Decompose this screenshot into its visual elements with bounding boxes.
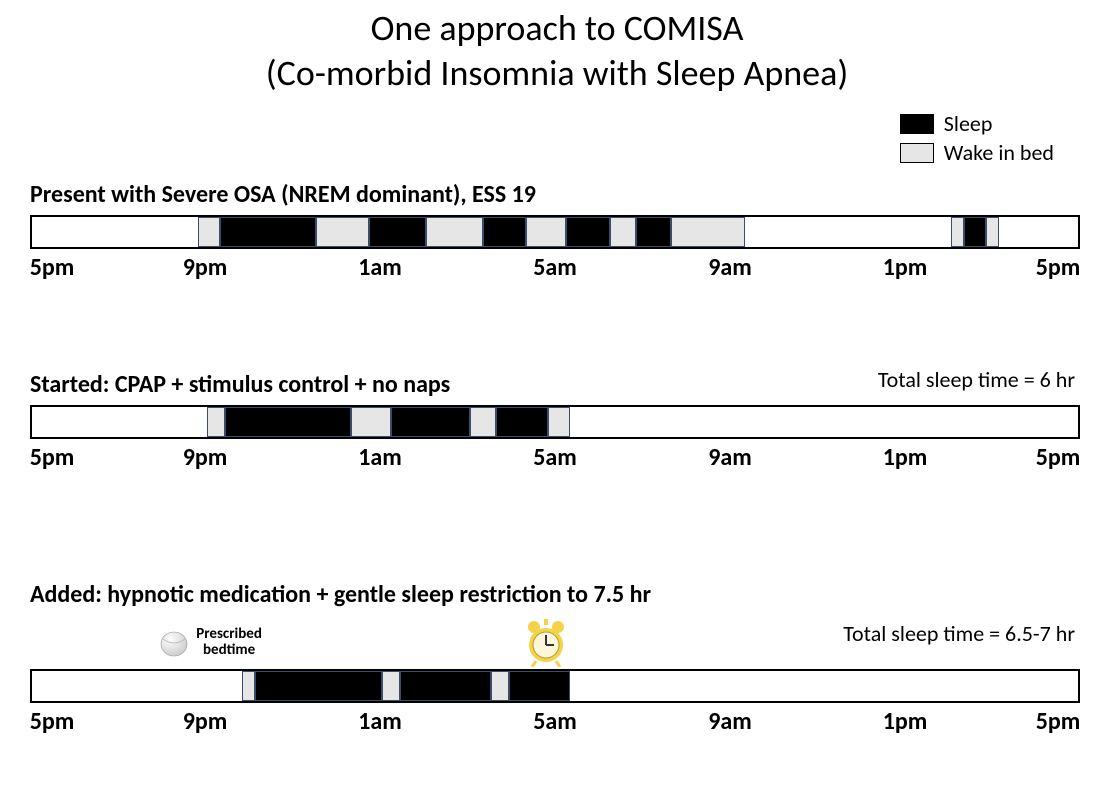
section-label: Present with Severe OSA (NREM dominant),… xyxy=(30,180,1085,209)
wake-segment xyxy=(491,671,509,701)
tick-label: 1pm xyxy=(883,707,928,736)
tick-label: 5pm xyxy=(30,443,75,472)
tick-label: 5am xyxy=(533,253,577,282)
tick-label: 9pm xyxy=(183,443,228,472)
tick-label: 9pm xyxy=(183,253,228,282)
sleep-segment xyxy=(509,671,570,701)
overlay-row: Prescribedbedtime xyxy=(30,615,1085,669)
legend-item-wake: Wake in bed xyxy=(900,139,1054,166)
sleep-segment xyxy=(636,217,671,247)
tick-label: 5pm xyxy=(30,253,75,282)
sleep-segment xyxy=(225,407,352,437)
legend-swatch-wake xyxy=(900,143,934,163)
tick-label: 5pm xyxy=(30,707,75,736)
sleep-segment xyxy=(369,217,426,247)
title-line-2: (Co-morbid Insomnia with Sleep Apnea) xyxy=(0,51,1114,96)
tick-row: 5pm 9pm 1am 5am 9am 1pm 5pm xyxy=(30,443,1080,473)
tick-label: 1am xyxy=(358,443,402,472)
timeline-section-cpap: Started: CPAP + stimulus control + no na… xyxy=(30,370,1085,473)
timeline-bar xyxy=(30,405,1080,439)
tick-label: 5pm xyxy=(1036,443,1081,472)
alarm-clock-icon xyxy=(524,619,568,672)
tick-label: 1pm xyxy=(883,443,928,472)
wake-segment xyxy=(548,407,570,437)
legend-label-wake: Wake in bed xyxy=(944,139,1054,166)
tick-label: 1am xyxy=(358,707,402,736)
wake-segment xyxy=(382,671,400,701)
wake-segment xyxy=(610,217,636,247)
tick-label: 5am xyxy=(533,443,577,472)
sleep-segment xyxy=(391,407,470,437)
tick-label: 1pm xyxy=(883,253,928,282)
wake-segment xyxy=(351,407,390,437)
legend-swatch-sleep xyxy=(900,114,934,134)
sleep-segment xyxy=(220,217,316,247)
title-line-1: One approach to COMISA xyxy=(0,6,1114,51)
sleep-segment xyxy=(400,671,492,701)
sleep-segment xyxy=(964,217,986,247)
section-annotation: Total sleep time = 6 hr xyxy=(878,366,1075,393)
tick-label: 9pm xyxy=(183,707,228,736)
timeline-bar xyxy=(30,215,1080,249)
sleep-segment xyxy=(496,407,549,437)
page-title-block: One approach to COMISA (Co-morbid Insomn… xyxy=(0,0,1114,96)
legend-item-sleep: Sleep xyxy=(900,110,1054,137)
tick-label: 5pm xyxy=(1036,253,1081,282)
tick-row: 5pm 9pm 1am 5am 9am 1pm 5pm xyxy=(30,707,1080,737)
tick-label: 9am xyxy=(708,707,752,736)
wake-segment xyxy=(951,217,964,247)
wake-segment xyxy=(207,407,225,437)
legend: Sleep Wake in bed xyxy=(900,110,1054,168)
sleep-segment xyxy=(566,217,610,247)
sleep-segment xyxy=(483,217,527,247)
tick-label: 1am xyxy=(358,253,402,282)
timeline-section-baseline: Present with Severe OSA (NREM dominant),… xyxy=(30,180,1085,283)
wake-segment xyxy=(470,407,496,437)
timeline-section-hypnotic: Added: hypnotic medication + gentle slee… xyxy=(30,580,1085,737)
tick-label: 9am xyxy=(708,443,752,472)
prescribed-bedtime-label: Prescribedbedtime xyxy=(196,627,262,659)
tick-row: 5pm 9pm 1am 5am 9am 1pm 5pm xyxy=(30,253,1080,283)
sleep-segment xyxy=(255,671,382,701)
wake-segment xyxy=(198,217,220,247)
wake-segment xyxy=(671,217,745,247)
timeline-bar xyxy=(30,669,1080,703)
wake-segment xyxy=(242,671,255,701)
wake-segment xyxy=(526,217,565,247)
wake-segment xyxy=(426,217,483,247)
section-label: Added: hypnotic medication + gentle slee… xyxy=(30,580,1085,609)
pill-icon xyxy=(156,625,192,666)
tick-label: 9am xyxy=(708,253,752,282)
wake-segment xyxy=(986,217,999,247)
tick-label: 5am xyxy=(533,707,577,736)
tick-label: 5pm xyxy=(1036,707,1081,736)
legend-label-sleep: Sleep xyxy=(944,110,993,137)
wake-segment xyxy=(316,217,369,247)
